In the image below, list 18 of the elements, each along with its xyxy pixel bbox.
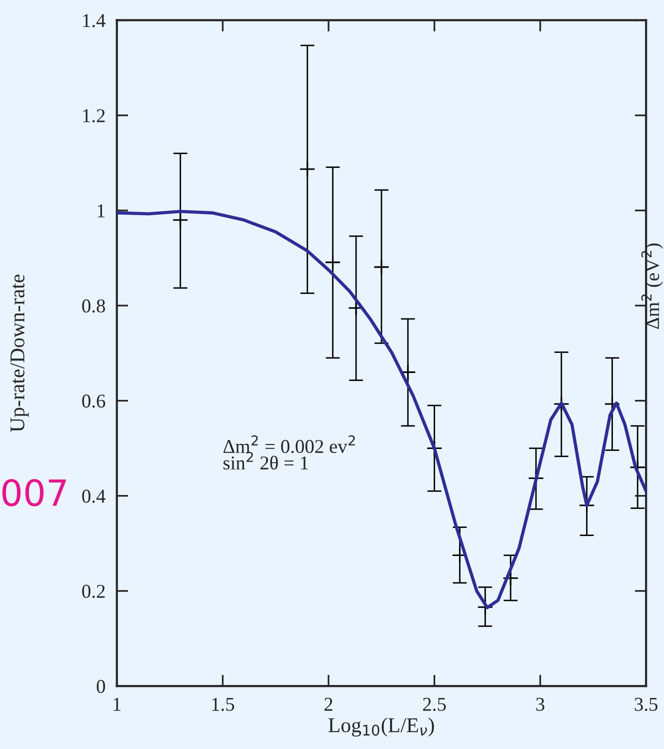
- y-tick-label: 0.2: [82, 584, 105, 598]
- x-tick-label: 1.5: [212, 698, 234, 711]
- y-tick-label: 0.8: [82, 299, 106, 313]
- x-tick-label: 2.5: [423, 698, 446, 711]
- x-tick-label: 2: [324, 698, 332, 711]
- y-tick-label: 0: [96, 680, 106, 694]
- text: 007: [2, 479, 66, 506]
- x-tick-label: 3.5: [634, 698, 658, 711]
- y-axis-title: Up-rate/Down-rate: [10, 274, 29, 432]
- x-axis-title: Log$_{10}$(L/E$_{ν}$): [328, 718, 434, 737]
- x-tick-label: 3: [536, 698, 544, 711]
- y-tick-label: 0.4: [82, 490, 106, 503]
- y-tick-label: 1: [98, 204, 105, 218]
- y-tick-label: 1.4: [83, 14, 106, 28]
- x-tick-label: 1: [114, 698, 121, 711]
- y-tick-label: 0.6: [82, 394, 106, 408]
- text: Δm$^{2}$ = 0.002 ev$^{2}$ sin$^{2}$ 2θ = 1: [223, 435, 355, 470]
- y-tick-label: 1.2: [83, 109, 105, 122]
